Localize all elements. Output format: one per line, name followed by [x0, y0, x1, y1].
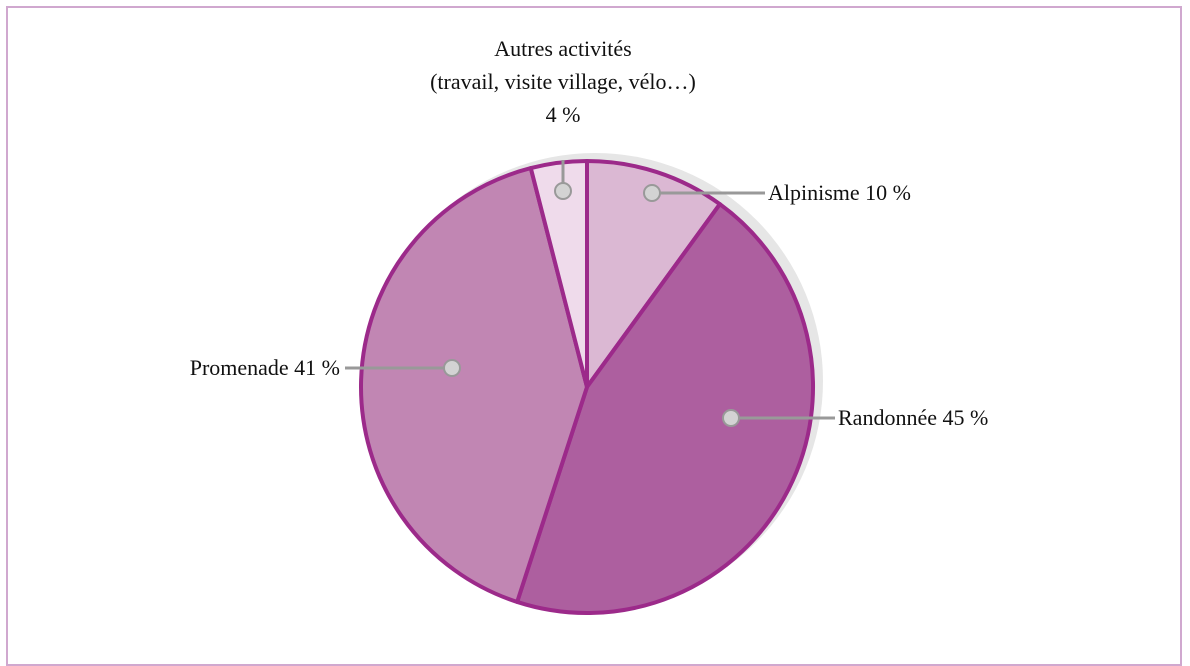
slice-label: Promenade 41 %	[190, 351, 340, 384]
category-label: Promenade	[189, 355, 289, 380]
pie-slice	[585, 159, 722, 389]
value-label: 41 %	[294, 355, 340, 380]
value-label: 10 %	[865, 180, 911, 205]
leader-dot	[643, 184, 661, 202]
leader-dot	[722, 409, 740, 427]
leader-dot	[554, 182, 572, 200]
value-label: 45 %	[942, 405, 989, 430]
slice-label: Autres activités (travail, visite villag…	[313, 32, 813, 131]
category-label: Randonnée	[838, 405, 937, 430]
leader-dot	[443, 359, 461, 377]
category-label: Alpinisme	[768, 180, 860, 205]
slice-label: Alpinisme 10 %	[768, 176, 911, 209]
slice-label: Randonnée 45 %	[838, 401, 988, 434]
pie-slice	[359, 166, 589, 604]
category-label: Autres activités (travail, visite villag…	[430, 36, 696, 94]
value-label: 4 %	[545, 102, 581, 127]
pie-slice	[528, 159, 589, 389]
pie-slice	[515, 202, 815, 615]
